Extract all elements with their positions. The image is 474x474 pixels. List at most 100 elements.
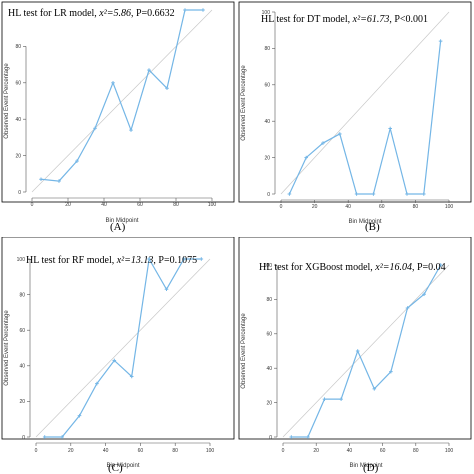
y-tick-label: 100 [264,263,273,269]
data-point [93,126,97,131]
y-tick-label: 80 [19,292,25,298]
data-point [389,369,393,374]
data-point [405,192,409,196]
chart-title: HL test for XGBoost model, x²=16.04, P=0… [259,262,446,273]
y-tick-label: 40 [264,119,270,125]
chart-panel-d: 0 20 40 60 80 100 0 20 40 60 80 100 Bin Midpoint Obse… [238,237,472,469]
x-tick-label: 80 [413,448,419,454]
data-point [42,435,47,439]
series-line [44,257,202,438]
data-point [354,192,359,196]
data-point [57,179,61,183]
x-tick-label: 80 [413,204,419,210]
data-point [438,263,443,267]
x-tick-label: 40 [347,448,353,454]
y-axis-label: Observed Event Percentage [241,313,247,389]
chart-panel-b: 0 20 40 60 80 100 0 20 40 60 80 100 Bin Midpoint Obse… [238,1,472,225]
x-tick-label: 0 [31,202,34,208]
y-tick-label: 80 [15,44,21,50]
x-axis-label: Bin Midpoint [105,218,138,224]
y-tick-label: 40 [266,366,272,372]
x-tick-label: 60 [380,448,386,454]
data-point [422,292,426,297]
data-point [322,397,327,401]
x-tick-label: 20 [65,202,71,208]
data-point [304,155,308,160]
data-point [338,132,342,136]
y-tick-label: 0 [267,192,270,198]
data-point [95,381,99,386]
data-point [438,39,443,43]
x-tick-label: 80 [173,202,179,208]
x-tick-label: 40 [345,204,351,210]
data-point [321,141,325,145]
y-axis-label: Observed Event Percentage [4,310,10,386]
data-point [75,159,79,163]
caption-c: (C) [108,462,123,474]
x-tick-label: 100 [445,448,454,454]
y-tick-label: 20 [264,155,270,161]
x-axis-label: Bin Midpoint [106,463,139,469]
data-point [287,192,292,196]
data-point [39,177,43,182]
data-point [60,435,64,439]
x-axis-label: Bin Midpoint [349,463,382,469]
data-point [289,435,294,439]
data-point [129,128,133,132]
data-point [306,435,310,439]
caption-d: (D) [363,462,379,474]
plot-frame [238,237,472,440]
data-point [422,192,426,196]
data-point [182,257,186,261]
series-line [291,264,442,438]
data-point [165,86,169,91]
x-axis-label: Bin Midpoint [348,219,381,225]
data-point [199,257,204,261]
plot-frame [1,1,235,203]
y-tick-label: 0 [22,435,25,441]
x-tick-label: 0 [35,448,38,454]
y-axis-label: Observed Event Percentage [241,65,247,141]
chart-title: HL test for RF model, x²=13.13, P=0.1075 [26,255,197,266]
x-tick-label: 100 [206,448,215,454]
y-tick-label: 60 [264,83,270,89]
chart-title: HL test for DT model, x²=61.73, P<0.001 [261,14,428,25]
data-point [111,81,115,85]
y-tick-label: 60 [266,332,272,338]
x-tick-label: 60 [137,202,143,208]
x-tick-label: 100 [208,202,217,208]
data-point [183,8,187,12]
x-tick-label: 100 [445,204,454,210]
reference-diagonal [280,11,450,195]
data-point [112,358,117,363]
x-tick-label: 0 [282,448,285,454]
plot-frame [238,1,472,203]
data-point [77,413,82,418]
data-point [147,257,151,261]
data-point [388,126,392,131]
x-tick-label: 60 [379,204,385,210]
y-tick-label: 60 [19,328,25,334]
data-point [129,374,134,379]
caption-b: (B) [365,221,380,233]
x-tick-label: 80 [172,448,178,454]
x-tick-label: 20 [313,448,319,454]
reference-diagonal [35,258,211,438]
chart-title: HL test for LR model, x²=5.86, P=0.6632 [8,8,175,19]
series-line [288,41,442,195]
data-point [405,306,410,310]
y-tick-label: 80 [264,46,270,52]
y-tick-label: 40 [19,364,25,370]
y-tick-label: 20 [19,399,25,405]
data-point [371,192,376,196]
y-tick-label: 100 [17,257,26,263]
plot-frame [1,237,235,440]
y-tick-label: 60 [15,81,21,87]
reference-diagonal [282,264,450,438]
data-point [372,387,377,391]
y-tick-label: 100 [262,10,271,16]
x-tick-label: 20 [312,204,318,210]
x-tick-label: 0 [280,204,283,210]
chart-panel-a: 0 20 40 60 80 0 20 40 60 80 100 Bin Midpoint Observe… [1,1,235,224]
y-tick-label: 40 [15,117,21,123]
